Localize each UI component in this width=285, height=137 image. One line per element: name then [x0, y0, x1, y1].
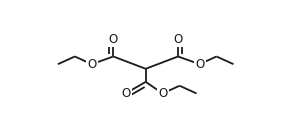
- Text: O: O: [109, 33, 118, 46]
- Text: O: O: [87, 58, 96, 71]
- Text: O: O: [121, 87, 130, 100]
- Text: O: O: [158, 87, 167, 100]
- Text: O: O: [173, 33, 183, 46]
- Text: O: O: [195, 58, 204, 71]
